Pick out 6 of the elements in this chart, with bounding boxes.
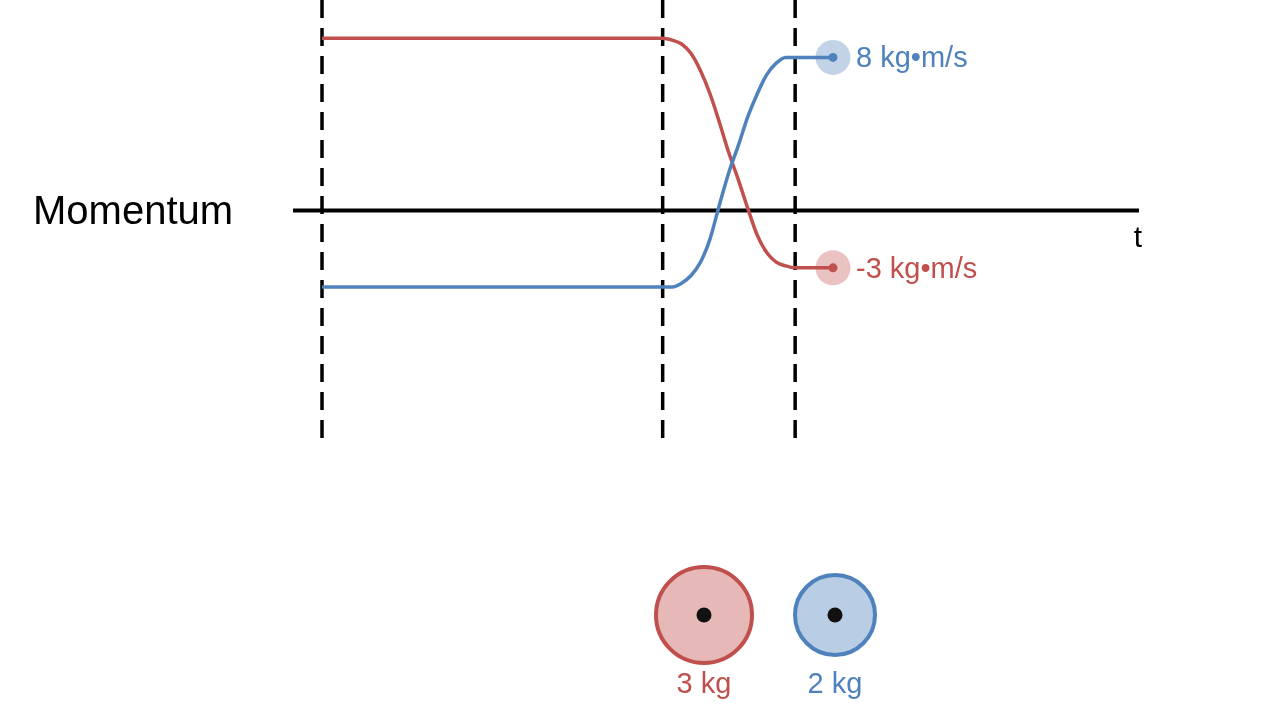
data-label: 8 kg•m/s <box>856 41 968 74</box>
text: 2 kg <box>807 667 863 699</box>
text: 3 kg <box>676 667 732 699</box>
y-axis-title: Momentum <box>33 187 234 233</box>
ref-line-label: t <box>1133 219 1143 253</box>
data-label: -3 kg•m/s <box>856 251 978 284</box>
